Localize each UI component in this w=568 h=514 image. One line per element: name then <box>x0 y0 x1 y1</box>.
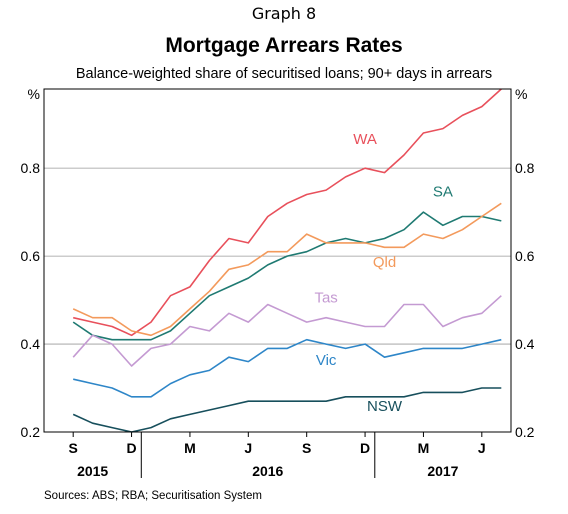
y-unit-right: % <box>515 86 527 102</box>
x-year-label: 2016 <box>252 463 283 479</box>
y-tick-label-right: 0.8 <box>515 160 535 176</box>
series-label-sa: SA <box>433 184 453 201</box>
series-line-sa <box>72 211 502 341</box>
y-tick-label-left: 0.6 <box>21 248 41 264</box>
x-tick-label: J <box>244 440 252 456</box>
x-tick-label: D <box>127 440 137 456</box>
x-tick-label: J <box>478 440 486 456</box>
graph-number: Graph 8 <box>251 4 317 23</box>
x-tick-label: S <box>302 440 311 456</box>
chart-title: Mortgage Arrears Rates <box>165 34 403 57</box>
sources-note: Sources: ABS; RBA; Securitisation System <box>44 490 262 502</box>
x-year-label: 2017 <box>427 463 458 479</box>
series-line-nsw <box>72 387 502 433</box>
series-label-vic: Vic <box>316 352 337 369</box>
x-tick-label: S <box>69 440 78 456</box>
series-label-wa: WA <box>353 131 377 148</box>
y-tick-label-right: 0.6 <box>515 248 535 264</box>
y-tick-label-left: 0.4 <box>21 336 41 352</box>
y-tick-label-right: 0.2 <box>515 424 535 440</box>
x-tick-label: D <box>360 440 370 456</box>
plot-frame <box>43 88 512 433</box>
y-tick-label-left: 0.8 <box>21 160 41 176</box>
x-year-label: 2015 <box>77 463 108 479</box>
series-line-vic <box>73 338 502 398</box>
series-label-nsw: NSW <box>367 398 403 415</box>
series-label-tas: Tas <box>314 289 337 306</box>
series-line-tas <box>72 295 502 367</box>
series-label-qld: Qld <box>373 254 396 271</box>
y-tick-label-left: 0.2 <box>21 424 41 440</box>
x-tick-label: M <box>184 440 196 456</box>
y-unit-left: % <box>28 86 40 102</box>
y-tick-label-right: 0.4 <box>515 336 535 352</box>
series-line-wa <box>73 88 502 337</box>
x-tick-label: M <box>418 440 430 456</box>
chart-subtitle: Balance-weighted share of securitised lo… <box>75 66 493 82</box>
series-line-qld <box>72 202 502 337</box>
